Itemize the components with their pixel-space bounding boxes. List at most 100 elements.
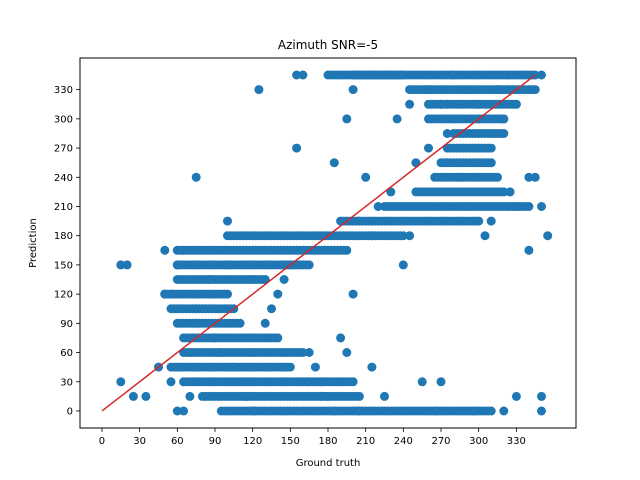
scatter-point [424,85,433,95]
scatter-point [185,391,195,401]
scatter-point [179,245,189,255]
cluster-point [524,202,534,211]
scatter-point [229,362,239,372]
scatter-point [398,260,408,270]
scatter-point [348,85,358,95]
scatter-point [449,70,459,80]
scatter-point [392,114,402,124]
scatter-point [216,348,226,357]
scatter-point [499,406,509,416]
scatter-point [461,202,471,211]
cluster-point [223,289,232,299]
y-tick-label: 300 [54,114,73,125]
y-axis: 0 30 60 90 120 150 180 210 240 270 300 330 [54,85,80,417]
scatter-point [292,70,302,80]
scatter-point [267,304,276,314]
y-tick-label: 150 [54,260,73,271]
scatter-point [191,172,201,182]
chart-title: Azimuth SNR=-5 [278,38,378,52]
scatter-point [499,114,509,124]
cluster-point [342,245,352,255]
y-tick-label: 180 [54,231,73,242]
y-tick-label: 60 [60,348,73,359]
scatter-point [166,289,176,299]
scatter-point [317,377,327,387]
scatter-point [298,70,308,80]
x-tick-label: 60 [171,436,184,447]
scatter-point [430,406,440,416]
cluster-point [499,129,509,138]
cluster-point [304,260,314,270]
scatter-point [204,275,214,284]
scatter-point [329,406,339,416]
scatter-point [530,172,540,182]
cluster-point [398,70,408,80]
cluster-point [499,187,509,197]
scatter-point [518,70,528,80]
scatter-point [304,348,314,357]
scatter-point [417,377,427,387]
scatter-point [449,114,459,124]
scatter-point [467,406,477,416]
scatter-point [493,85,502,95]
scatter-point [405,99,415,109]
plot-area [101,70,553,416]
scatter-point [455,172,465,182]
scatter-point [241,391,251,401]
cluster-point [530,85,540,95]
y-tick-label: 0 [67,406,73,417]
scatter-point [304,377,314,387]
scatter-point [537,202,546,211]
scatter-point [511,391,521,401]
y-tick-label: 120 [54,290,73,301]
x-axis: 0 30 60 90 120 150 180 210 240 270 300 330 [99,428,526,447]
scatter-point [235,377,245,387]
cluster-point [486,406,496,416]
scatter-point [122,260,132,270]
scatter-point [128,391,138,401]
scatter-point [336,333,346,343]
scatter-point [442,129,452,138]
reference-line [101,74,536,412]
x-tick-label: 300 [469,436,488,447]
scatter-point [223,216,232,226]
scatter-point [505,187,515,197]
scatter-point [292,143,302,153]
cluster-point [285,362,295,372]
scatter-point [160,289,170,299]
scatter-point [342,348,352,357]
scatter-point [317,391,327,401]
x-tick-label: 180 [318,436,337,447]
x-tick-label: 270 [431,436,450,447]
cluster-point [486,143,496,153]
cluster-point [511,99,521,109]
scatter-point [185,348,195,357]
cluster-point [474,216,484,226]
scatter-point [279,275,289,284]
cluster-point [398,231,408,241]
scatter-point [223,260,232,270]
scatter-point [367,231,377,241]
scatter-point [486,216,496,226]
scatter-point [537,406,546,416]
scatter-point [172,406,182,416]
scatter-point [436,377,446,387]
scatter-point [480,231,490,241]
scatter-point [248,406,258,416]
scatter-point [380,391,389,401]
scatter-point [486,158,496,168]
scatter-point [405,231,415,241]
scatter-point [474,99,484,109]
x-tick-label: 90 [209,436,222,447]
scatter-point [116,377,126,387]
scatter-point [191,318,201,328]
scatter-point [354,406,364,416]
cluster-point [493,172,502,182]
scatter-point [424,143,433,153]
scatter-point [329,158,339,168]
scatter-point [511,202,521,211]
scatter-point [179,406,189,416]
y-tick-label: 330 [54,85,73,96]
y-tick-label: 30 [60,377,73,388]
